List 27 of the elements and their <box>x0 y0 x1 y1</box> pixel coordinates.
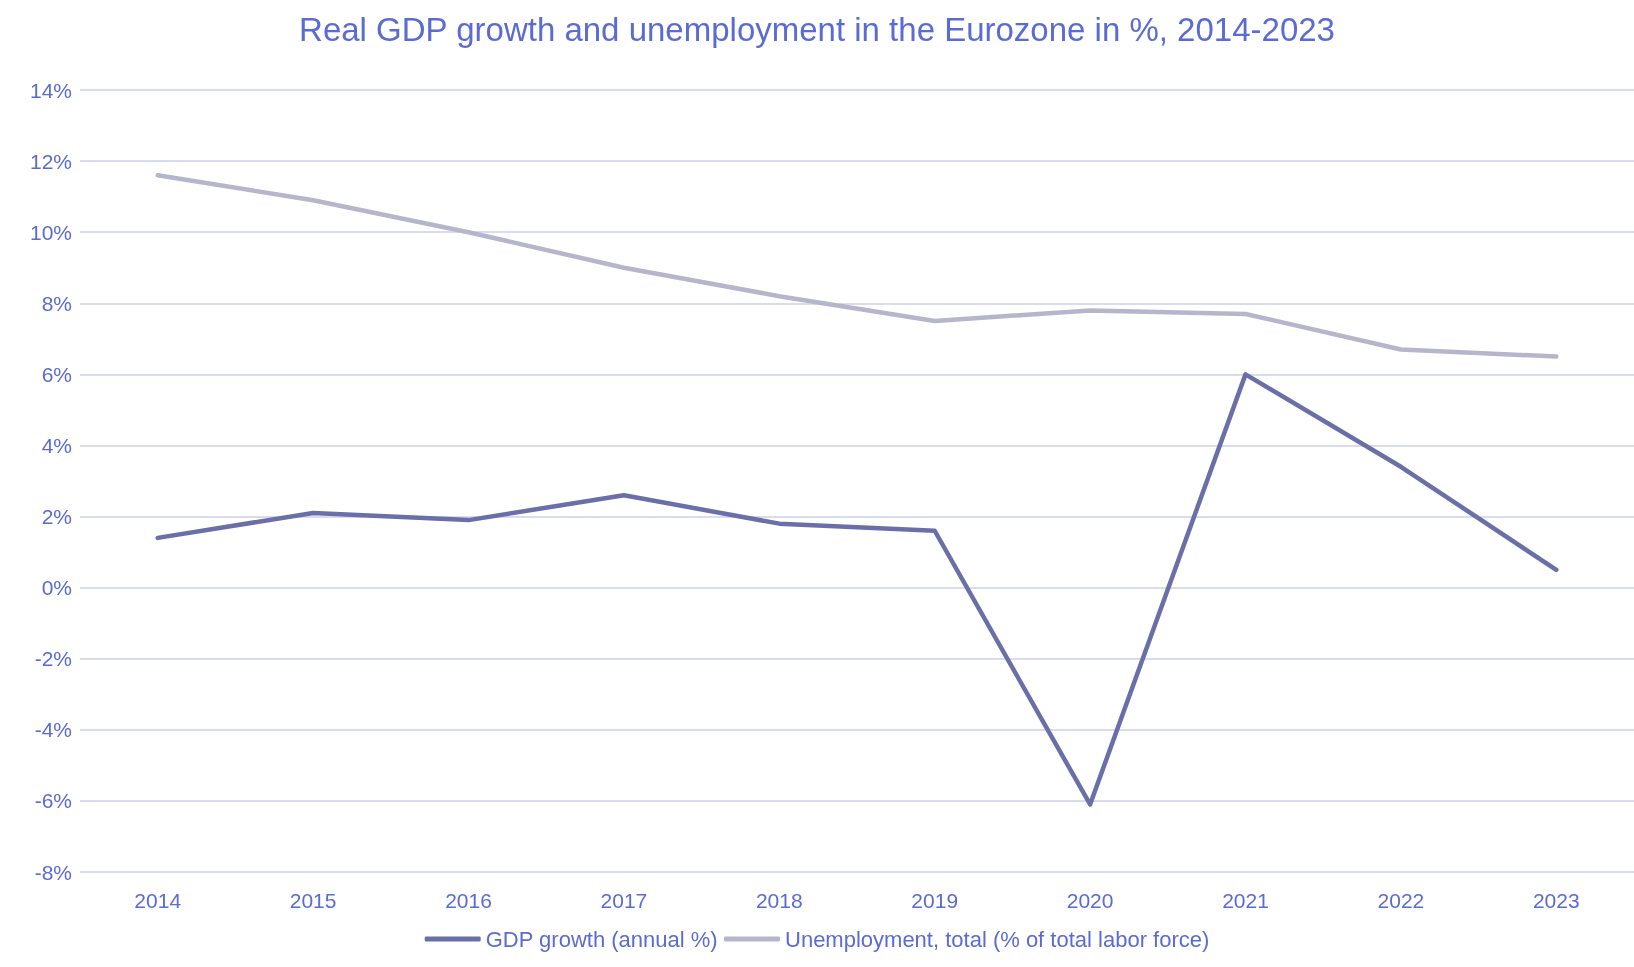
y-tick-label: 10% <box>29 220 72 244</box>
x-tick-label: 2016 <box>445 889 492 912</box>
x-tick-label: 2015 <box>289 889 337 912</box>
y-tick-label: 6% <box>41 362 72 386</box>
x-tick-label: 2020 <box>1066 889 1114 912</box>
y-tick-label: 12% <box>29 149 72 173</box>
x-tick-label: 2019 <box>911 889 959 912</box>
line-series <box>155 372 1559 807</box>
chart-title: Real GDP growth and unemployment in the Eurozone in %, 2014-2023 <box>299 11 1335 48</box>
x-tick-label: 2014 <box>134 889 182 912</box>
x-tick-label: 2022 <box>1377 889 1425 912</box>
x-tick-label: 2017 <box>600 889 648 912</box>
y-tick-label: 0% <box>41 576 72 600</box>
y-tick-label: 8% <box>41 291 72 315</box>
line-series <box>155 173 1559 359</box>
y-tick-label: -2% <box>34 647 72 671</box>
y-tick-label: -6% <box>34 789 72 813</box>
legend-label: Unemployment, total (% of total labor force) <box>785 926 1210 952</box>
y-tick-label: -4% <box>34 718 72 742</box>
legend-label: GDP growth (annual %) <box>485 926 718 952</box>
x-tick-label: 2023 <box>1532 889 1580 912</box>
y-tick-label: 2% <box>41 505 72 529</box>
x-tick-label: 2021 <box>1222 889 1269 912</box>
x-tick-label: 2018 <box>755 889 803 912</box>
y-tick-label: 4% <box>41 433 72 457</box>
y-tick-label: -8% <box>34 860 72 884</box>
y-tick-label: 14% <box>29 78 72 102</box>
